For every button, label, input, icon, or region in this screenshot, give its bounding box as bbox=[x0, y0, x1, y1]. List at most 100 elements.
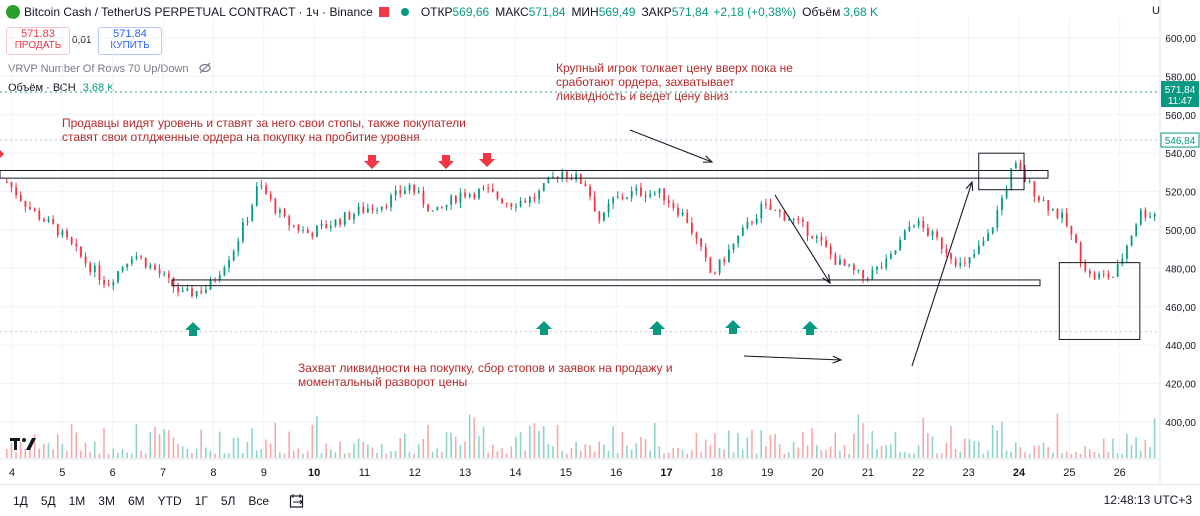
candle-body bbox=[33, 209, 36, 211]
volume-indicator-legend[interactable]: Объём · ВСН 3,68 K bbox=[8, 82, 115, 94]
volume-bar bbox=[649, 450, 651, 458]
sell-button[interactable]: 571,83 ПРОДАТЬ bbox=[6, 27, 70, 55]
up-arrow-icon bbox=[536, 321, 552, 335]
candle-body bbox=[1112, 276, 1114, 278]
candle-body bbox=[445, 204, 448, 208]
tradingview-logo-icon[interactable] bbox=[10, 436, 38, 452]
eye-off-icon[interactable] bbox=[198, 62, 212, 74]
candle-body bbox=[52, 218, 55, 224]
candle-body bbox=[927, 227, 929, 236]
utc-clock[interactable]: 12:48:13 UTC+3 bbox=[1103, 493, 1192, 507]
volume-bar bbox=[237, 437, 240, 458]
timeframe-1d[interactable]: 1Д bbox=[13, 493, 28, 508]
candle-body bbox=[811, 235, 814, 239]
volume-bar bbox=[1001, 421, 1003, 458]
candle-body bbox=[903, 230, 906, 240]
timeframe-all[interactable]: Все bbox=[248, 493, 270, 508]
candle-body bbox=[209, 279, 212, 290]
candle-body bbox=[325, 224, 328, 229]
timeframe-ytd[interactable]: YTD bbox=[157, 493, 182, 508]
candle-body bbox=[112, 282, 115, 286]
volume-bar bbox=[343, 453, 346, 458]
buy-label: КУПИТЬ bbox=[110, 40, 150, 51]
price-tick-label: 520,00 bbox=[1165, 188, 1196, 199]
volume-bar bbox=[1112, 438, 1114, 458]
volume-bar bbox=[797, 447, 800, 458]
candle-body bbox=[566, 171, 568, 178]
bottom-toolbar: 1Д 5Д 1М 3М 6М YTD 1Г 5Л Все 12:48:13 UT… bbox=[0, 484, 1200, 516]
flag-icon[interactable] bbox=[378, 7, 389, 17]
candle-body bbox=[436, 206, 439, 211]
candle-body bbox=[302, 229, 305, 231]
time-tick-label: 20 bbox=[811, 467, 823, 479]
buy-button[interactable]: 571,84 КУПИТЬ bbox=[98, 27, 162, 55]
candle-body bbox=[644, 195, 647, 197]
candle-body bbox=[852, 264, 855, 271]
volume-bar bbox=[1153, 418, 1156, 458]
volume-bar bbox=[279, 452, 281, 458]
candle-body bbox=[228, 260, 230, 268]
candle-body bbox=[987, 233, 989, 242]
volume-bar bbox=[667, 452, 670, 458]
time-tick-label: 15 bbox=[560, 467, 572, 479]
volume-bar bbox=[501, 447, 503, 458]
volume-bar bbox=[876, 449, 878, 458]
candle-body bbox=[1144, 210, 1147, 218]
vrvp-indicator-legend[interactable]: VRVP Number Of Rows 70 Up/Down bbox=[8, 62, 212, 75]
price-chart[interactable]: 600,00580,00560,00540,00520,00500,00480,… bbox=[0, 0, 1200, 484]
candle-body bbox=[232, 251, 235, 261]
candle-body bbox=[1153, 214, 1156, 217]
volume-bar bbox=[1149, 447, 1151, 458]
calendar-range-icon[interactable] bbox=[289, 493, 305, 509]
candle-body bbox=[672, 203, 675, 208]
volume-bar bbox=[66, 451, 68, 458]
down-arrow-icon bbox=[0, 150, 4, 158]
candle-body bbox=[47, 218, 50, 222]
timeframe-1m[interactable]: 1М bbox=[68, 493, 86, 508]
candle-body bbox=[626, 197, 628, 199]
candle-body bbox=[223, 267, 226, 276]
volume-bar bbox=[436, 448, 439, 458]
volume-bar bbox=[1042, 442, 1045, 458]
candle-body bbox=[1135, 224, 1138, 236]
volume-bar bbox=[672, 447, 675, 458]
volume-bar bbox=[195, 448, 198, 458]
pointer-arrowhead bbox=[702, 155, 714, 163]
volume-bar bbox=[255, 450, 258, 458]
candle-body bbox=[552, 176, 554, 179]
volume-bar bbox=[167, 430, 170, 458]
candle-body bbox=[1107, 273, 1110, 278]
symbol-title[interactable]: Bitcoin Cash / TetherUS PERPETUAL CONTRA… bbox=[24, 5, 373, 19]
volume-bar bbox=[43, 444, 45, 458]
candle-body bbox=[732, 243, 735, 250]
candle-body bbox=[848, 264, 851, 266]
time-tick-label: 7 bbox=[160, 467, 166, 479]
volume-bar bbox=[191, 453, 193, 458]
candle-body bbox=[89, 263, 92, 273]
volume-bar bbox=[723, 449, 725, 458]
time-tick-label: 21 bbox=[862, 467, 874, 479]
volume-bar bbox=[1084, 446, 1086, 458]
volume-bar bbox=[862, 423, 864, 458]
volume-bar bbox=[570, 447, 573, 458]
volume-bar bbox=[973, 440, 975, 458]
open-label: ОТКР bbox=[420, 5, 453, 19]
volume-bar bbox=[103, 428, 105, 458]
candle-body bbox=[1139, 210, 1142, 225]
timeframe-5y[interactable]: 5Л bbox=[220, 493, 236, 508]
volume-bar bbox=[977, 441, 980, 458]
volume-bar bbox=[24, 448, 27, 458]
volume-bar bbox=[783, 453, 786, 458]
timeframe-3m[interactable]: 3М bbox=[98, 493, 115, 508]
candle-body bbox=[635, 187, 638, 191]
timeframe-6m[interactable]: 6М bbox=[127, 493, 145, 508]
volume-bar bbox=[56, 434, 59, 458]
timeframe-5d[interactable]: 5Д bbox=[40, 493, 56, 508]
volume-bar bbox=[390, 451, 392, 458]
pointer-arrowhead bbox=[822, 274, 831, 285]
price-tick-label: 480,00 bbox=[1165, 264, 1196, 275]
timeframe-1y[interactable]: 1Г bbox=[194, 493, 208, 508]
volume-bar bbox=[274, 422, 277, 458]
volume-bar bbox=[70, 424, 73, 458]
volume-bar bbox=[408, 452, 411, 458]
